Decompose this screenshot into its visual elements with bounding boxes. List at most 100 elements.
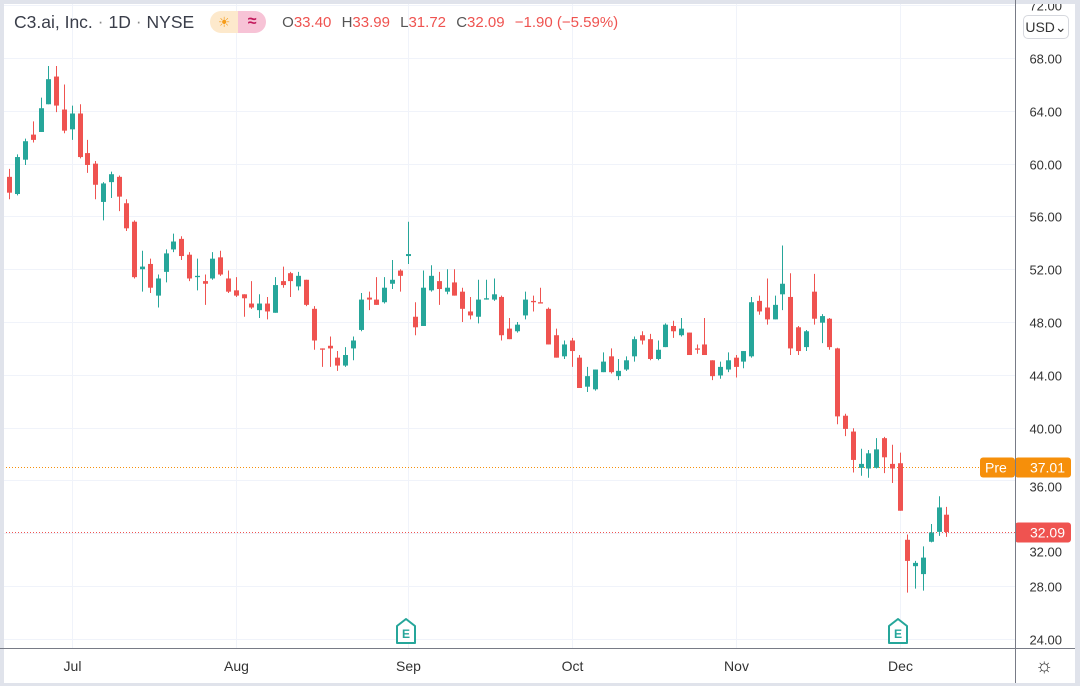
candle-down [944,506,949,537]
candle-down [413,302,418,336]
currency-selector[interactable]: USD⌄ [1023,15,1069,39]
candle-body [796,327,801,352]
earnings-marker[interactable]: E [396,618,416,644]
candle-body [538,302,543,304]
candle-up [780,245,785,311]
candle-body [288,273,293,282]
candle-down [179,236,184,260]
candle-body [265,303,270,312]
candle-up [23,138,28,165]
open-label: O [282,13,294,31]
candle-down [531,295,536,312]
price-tick-label: 28.00 [1029,580,1062,595]
low-value: 31.72 [408,13,447,31]
price-axis[interactable]: 24.00 28.00 32.00 36.00 40.00 44.00 48.00 52.00… [1029,0,1062,648]
candle-down [890,444,895,484]
candle-up [749,296,754,358]
candle-body [164,253,169,272]
open-value: 33.40 [293,13,332,31]
candle-body [851,431,856,460]
price-tick-label: 64.00 [1029,105,1062,120]
candle-body [390,279,395,284]
candle-body [460,291,465,309]
candle-up [492,278,497,301]
candle-up [523,291,528,320]
price-tick-label: 36.00 [1029,480,1062,495]
candle-body [117,176,122,197]
candle-body [78,113,83,158]
candle-body [437,281,442,290]
candle-body [242,294,247,299]
settings-icon[interactable]: ☼ [1035,655,1054,677]
candle-down [499,295,504,341]
candle-up [382,277,387,304]
candle-body [93,163,98,185]
candle-body [765,307,770,320]
candle-up [46,65,51,105]
candle-down [281,266,286,288]
candle-body [429,275,434,291]
candle-up [406,221,411,264]
candle-down [827,318,832,350]
interval[interactable]: 1D [108,11,131,32]
time-tick-label: Aug [224,658,249,674]
candle-up [39,97,44,132]
candle-body [54,76,59,106]
time-tick-label: Nov [724,658,749,674]
candle-up [624,356,629,371]
candle-down [218,250,223,276]
candle-up [156,274,161,308]
price-tick-label: 60.00 [1029,158,1062,173]
session-badges[interactable]: ☀ ≈ [210,11,267,33]
candle-up [515,322,520,333]
candle-up [164,249,169,283]
candle-body [741,351,746,362]
time-axis[interactable]: Jul Aug Sep Oct Nov Dec [64,658,913,674]
left-border [0,0,4,686]
premarket-label: Pre [985,460,1007,476]
candle-down [304,279,309,307]
candle-body [421,287,426,326]
time-tick-label: Dec [888,658,913,674]
candle-body [31,134,36,140]
candle-body [944,514,949,532]
candle-down [85,139,90,173]
candle-down [851,428,856,473]
candle-down [328,336,333,367]
candle-body [835,348,840,417]
symbol-name[interactable]: C3.ai, Inc. [14,11,93,32]
separator: · [135,12,142,31]
candle-body [632,339,637,357]
candle-body [687,332,692,356]
candle-down [62,84,67,134]
candle-body [843,415,848,429]
candle-up [601,352,606,373]
price-line-badge [1015,522,1071,543]
earnings-label: E [894,627,902,641]
candle-up [109,171,114,198]
sun-icon[interactable]: ☀ [210,11,239,33]
candle-down [7,168,12,200]
wave-icon[interactable]: ≈ [238,11,267,33]
candle-body [413,316,418,328]
candle-body [577,357,582,389]
candle-down [812,273,817,325]
candle-down [671,320,676,338]
candle-up [874,438,879,469]
candle-down [265,296,270,320]
earnings-marker[interactable]: E [888,618,908,644]
candle-down [234,277,239,297]
candle-down [554,328,559,358]
candle-body [171,241,176,250]
candle-up [351,336,356,361]
candle-body [445,287,450,292]
candle-down [905,534,910,593]
candle-body [343,355,348,366]
candle-down [203,274,208,305]
price-tick-label: 48.00 [1029,316,1062,331]
candle-up [741,351,746,369]
candle-body [593,369,598,390]
candle-body [234,290,239,296]
